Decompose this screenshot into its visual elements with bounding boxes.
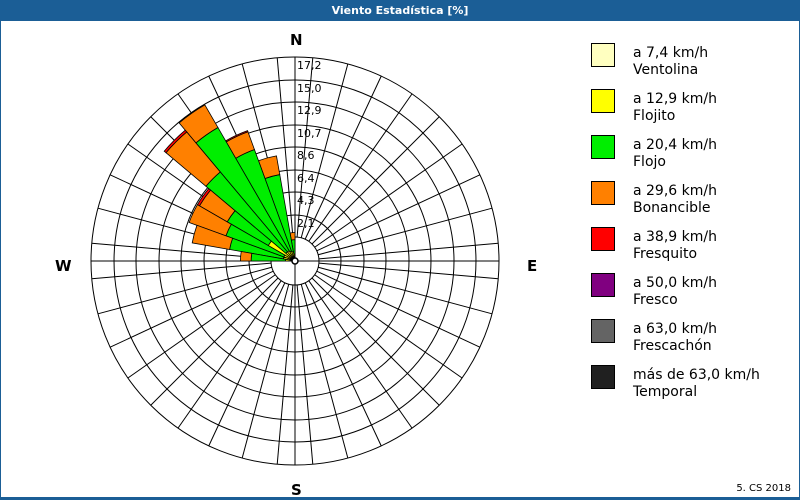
ring-label: 15,0 xyxy=(297,82,322,95)
legend-swatch xyxy=(591,181,615,205)
petal-segment xyxy=(163,129,188,154)
grid-spoke xyxy=(127,274,276,379)
compass-west-label: W xyxy=(55,257,72,275)
grid-spoke xyxy=(177,280,282,429)
grid-spoke xyxy=(314,274,463,379)
grid-spoke xyxy=(318,262,499,280)
legend-label: a 20,4 km/h Flojo xyxy=(633,137,717,170)
petal-segment xyxy=(178,104,219,144)
window-title: Viento Estadística [%] xyxy=(1,1,799,21)
grid-spoke xyxy=(91,262,272,280)
ring-label: 2,1 xyxy=(297,217,315,230)
copyright-text: 5. CS 2018 xyxy=(736,483,791,494)
ring-label: 6,4 xyxy=(297,172,315,185)
ring-label: 10,7 xyxy=(297,127,322,140)
grid-spoke xyxy=(308,93,413,242)
grid-spoke xyxy=(318,266,493,315)
legend-label: a 12,9 km/h Flojito xyxy=(633,91,717,124)
grid-spoke xyxy=(311,116,440,245)
legend-swatch xyxy=(591,227,615,251)
grid-spoke xyxy=(316,270,481,348)
wind-rose-chart: 2,1 4,3 6,4 8,6 10,7 12,9 15,0 17,2 xyxy=(90,56,500,466)
grid-spoke xyxy=(276,57,294,238)
grid-spoke xyxy=(296,57,314,238)
legend-label: a 38,9 km/h Fresquito xyxy=(633,229,717,262)
grid-spoke xyxy=(318,242,499,260)
legend-swatch xyxy=(591,89,615,113)
grid-spoke xyxy=(304,282,382,447)
grid-spoke xyxy=(300,284,349,459)
ring-label: 17,2 xyxy=(297,59,322,72)
grid-spoke xyxy=(208,282,286,447)
grid-spoke xyxy=(318,207,493,256)
petal-segment xyxy=(191,224,234,250)
grid-spoke xyxy=(241,284,290,459)
legend-label: a 50,0 km/h Fresco xyxy=(633,275,717,308)
grid-spoke xyxy=(300,63,349,238)
ring-label: 8,6 xyxy=(297,149,315,162)
petal-segment xyxy=(196,188,212,207)
legend-swatch xyxy=(591,365,615,389)
legend-swatch xyxy=(591,135,615,159)
legend-label: a 63,0 km/h Frescachón xyxy=(633,321,717,354)
compass-north-label: N xyxy=(290,31,303,49)
compass-south-label: S xyxy=(291,481,302,499)
legend-swatch xyxy=(591,273,615,297)
grid-spoke xyxy=(276,284,294,465)
legend-label: a 7,4 km/h Ventolina xyxy=(633,45,709,78)
grid-spoke xyxy=(316,174,481,252)
grid-spoke xyxy=(308,280,413,429)
grid-spoke xyxy=(97,266,272,315)
legend-swatch xyxy=(591,319,615,343)
legend-swatch xyxy=(591,43,615,67)
grid-spoke xyxy=(311,277,440,406)
grid-spoke xyxy=(296,284,314,465)
petal-segment xyxy=(225,130,249,143)
center-dot xyxy=(291,257,299,265)
compass-east-label: E xyxy=(527,257,538,275)
bottom-border xyxy=(1,497,799,499)
ring-label: 4,3 xyxy=(297,194,315,207)
grid-spoke xyxy=(109,270,274,348)
petal-segment xyxy=(257,155,281,180)
legend-label: más de 63,0 km/h Temporal xyxy=(633,367,760,400)
grid-spoke xyxy=(304,75,382,240)
petal-segment xyxy=(240,251,253,262)
ring-label: 12,9 xyxy=(297,104,322,117)
petal-segment xyxy=(188,204,232,237)
legend-label: a 29,6 km/h Bonancible xyxy=(633,183,717,216)
grid-spoke xyxy=(314,143,463,248)
grid-spoke xyxy=(150,277,279,406)
